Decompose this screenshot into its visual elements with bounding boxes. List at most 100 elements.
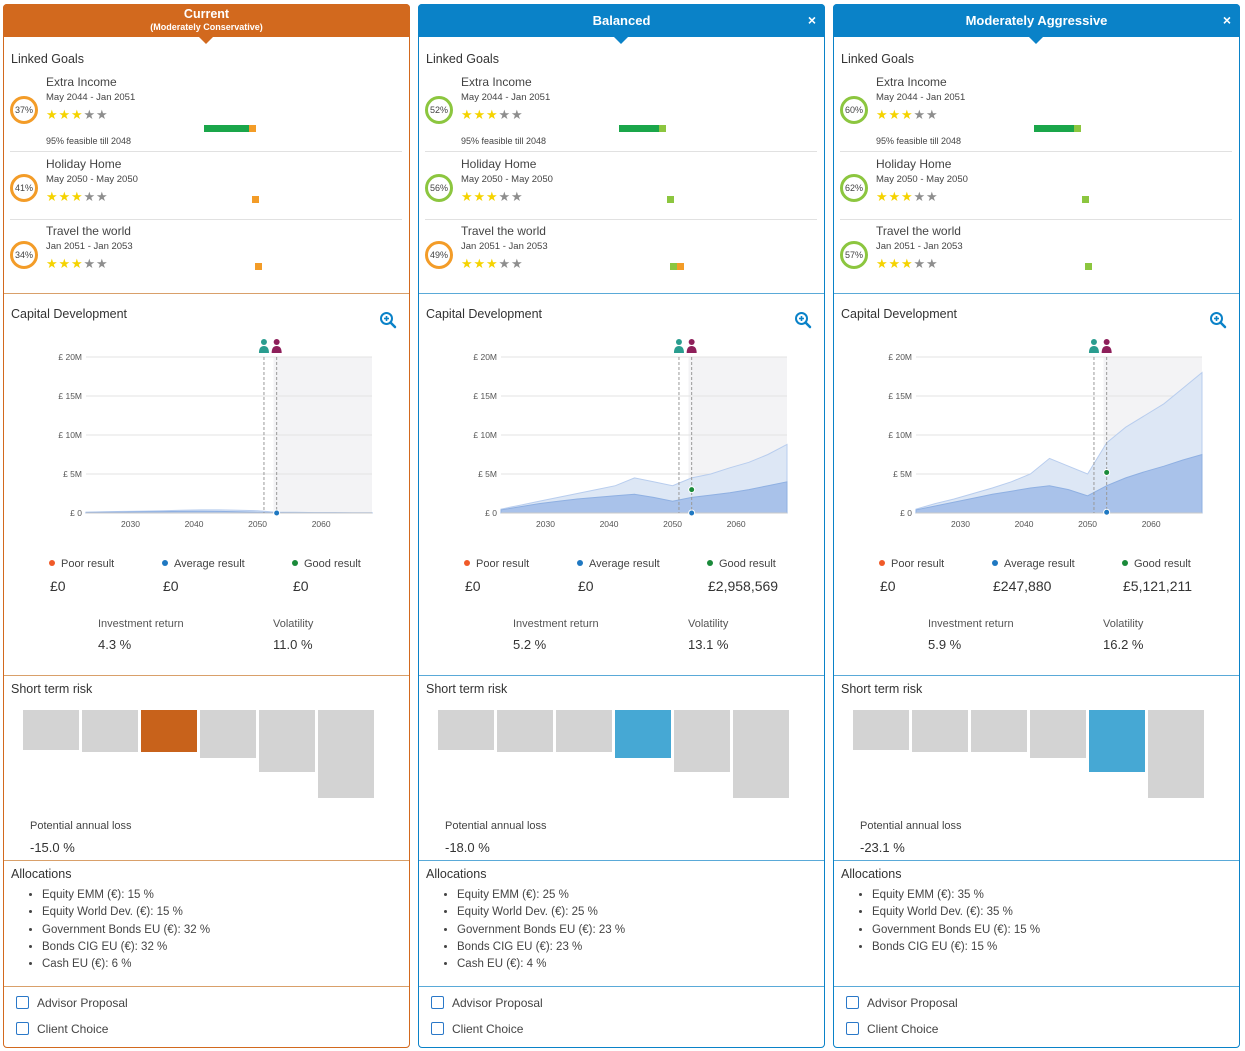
y-tick-label: £ 5M — [63, 469, 82, 479]
zoom-in-icon[interactable] — [1209, 311, 1227, 329]
risk-level-box[interactable] — [971, 710, 1027, 752]
zoom-in-icon[interactable] — [794, 311, 812, 329]
advisor-proposal-checkbox[interactable]: Advisor Proposal — [431, 996, 543, 1010]
star-filled-icon: ★ — [888, 107, 901, 122]
checkbox-box[interactable] — [431, 996, 444, 1009]
good-result-point — [688, 486, 696, 494]
good-result-point — [1103, 468, 1111, 476]
header-pointer-icon — [199, 37, 213, 44]
goal-name[interactable]: Travel the world — [461, 224, 546, 238]
star-filled-icon: ★ — [486, 189, 498, 204]
risk-level-box[interactable] — [1148, 710, 1204, 798]
goal-rating-stars: ★★★★★ — [46, 257, 109, 270]
allocation-item: Cash EU (€): 6 % — [42, 958, 210, 975]
good-dot-icon — [707, 560, 713, 566]
risk-level-box[interactable] — [556, 710, 612, 752]
goal-date-range: May 2044 - Jan 2051 — [46, 92, 136, 103]
checkbox-box[interactable] — [846, 996, 859, 1009]
risk-level-box[interactable] — [200, 710, 256, 758]
star-filled-icon: ★ — [46, 107, 58, 122]
goal-rating-stars: ★★★★★ — [461, 190, 524, 203]
legend-label: Good result — [719, 558, 776, 570]
risk-level-box[interactable] — [438, 710, 494, 750]
linked-goals-title: Linked Goals — [426, 52, 499, 66]
star-filled-icon: ★ — [71, 256, 83, 271]
poor-result-value: £0 — [880, 578, 896, 594]
x-tick-label: 2060 — [1142, 519, 1161, 529]
proposal-column-balanced: Balanced × Linked Goals 52% Extra Income May … — [418, 4, 825, 1048]
star-empty-icon: ★ — [926, 107, 938, 122]
star-filled-icon: ★ — [473, 107, 486, 122]
goal-rating-stars: ★★★★★ — [46, 108, 109, 121]
risk-level-box[interactable] — [853, 710, 909, 750]
legend-label: Good result — [304, 558, 361, 570]
goal-feasibility-note: 95% feasible till 2048 — [461, 136, 547, 146]
goal-progress-ring: 56% — [425, 174, 453, 202]
x-tick-label: 2050 — [1078, 519, 1097, 529]
section-divider — [4, 675, 409, 676]
goal-name[interactable]: Travel the world — [876, 224, 961, 238]
column-header[interactable]: Current (Moderately Conservative) — [3, 4, 410, 44]
risk-level-box[interactable] — [674, 710, 730, 772]
risk-level-box[interactable] — [259, 710, 315, 772]
investment-return-label: Investment return — [98, 618, 184, 630]
capital-development-chart: £ 20M £ 15M £ 10M £ 5M £ 0 2030 2040 2050 2060 — [58, 339, 373, 529]
y-tick-label: £ 5M — [893, 469, 912, 479]
client-choice-checkbox[interactable]: Client Choice — [846, 1022, 938, 1036]
average-result-point — [688, 509, 696, 517]
checkbox-box[interactable] — [16, 1022, 29, 1035]
star-empty-icon: ★ — [926, 189, 938, 204]
risk-level-box[interactable] — [141, 710, 197, 752]
risk-level-box[interactable] — [1030, 710, 1086, 758]
advisor-proposal-checkbox[interactable]: Advisor Proposal — [846, 996, 958, 1010]
legend-label: Good result — [1134, 558, 1191, 570]
risk-level-box[interactable] — [82, 710, 138, 752]
allocations-title: Allocations — [11, 867, 72, 881]
goal-name[interactable]: Extra Income — [46, 75, 117, 89]
average-dot-icon — [162, 560, 168, 566]
advisor-proposal-checkbox[interactable]: Advisor Proposal — [16, 996, 128, 1010]
checkbox-box[interactable] — [846, 1022, 859, 1035]
column-header[interactable]: Moderately Aggressive × — [833, 4, 1240, 44]
risk-level-box[interactable] — [23, 710, 79, 750]
checkbox-box[interactable] — [431, 1022, 444, 1035]
zoom-in-icon[interactable] — [379, 311, 397, 329]
client-choice-checkbox[interactable]: Client Choice — [16, 1022, 108, 1036]
risk-level-box[interactable] — [1089, 710, 1145, 772]
goal-bar-segment — [1082, 196, 1089, 203]
risk-level-box[interactable] — [318, 710, 374, 798]
goal-date-range: May 2050 - May 2050 — [876, 174, 968, 185]
volatility-value: 16.2 % — [1103, 637, 1144, 652]
volatility-value: 13.1 % — [688, 637, 729, 652]
goal-name[interactable]: Holiday Home — [461, 157, 537, 171]
goal-name[interactable]: Extra Income — [461, 75, 532, 89]
checkbox-box[interactable] — [16, 996, 29, 1009]
goal-name[interactable]: Travel the world — [46, 224, 131, 238]
column-subtitle: (Moderately Conservative) — [150, 22, 263, 32]
goal-rating-stars: ★★★★★ — [876, 257, 939, 270]
risk-level-box[interactable] — [733, 710, 789, 798]
goal-name[interactable]: Extra Income — [876, 75, 947, 89]
risk-level-box[interactable] — [615, 710, 671, 758]
legend-good-result: Good result — [292, 558, 361, 570]
client-choice-checkbox[interactable]: Client Choice — [431, 1022, 523, 1036]
legend-good-result: Good result — [707, 558, 776, 570]
risk-level-box[interactable] — [912, 710, 968, 752]
section-divider — [834, 986, 1239, 987]
goal-name[interactable]: Holiday Home — [46, 157, 122, 171]
goal-rating-stars: ★★★★★ — [46, 190, 109, 203]
star-filled-icon: ★ — [46, 189, 58, 204]
legend-average-result: Average result — [162, 558, 245, 570]
good-dot-icon — [292, 560, 298, 566]
goal-name[interactable]: Holiday Home — [876, 157, 952, 171]
goal-bar-segment — [1034, 125, 1074, 132]
close-column-button[interactable]: × — [1222, 12, 1231, 28]
goal-bar-segment — [204, 125, 249, 132]
risk-level-box[interactable] — [497, 710, 553, 752]
header-pointer-icon — [1029, 37, 1043, 44]
goal-progress-ring: 41% — [10, 174, 38, 202]
star-filled-icon: ★ — [901, 107, 913, 122]
close-column-button[interactable]: × — [807, 12, 816, 28]
investment-return-value: 5.2 % — [513, 637, 547, 652]
column-header[interactable]: Balanced × — [418, 4, 825, 44]
